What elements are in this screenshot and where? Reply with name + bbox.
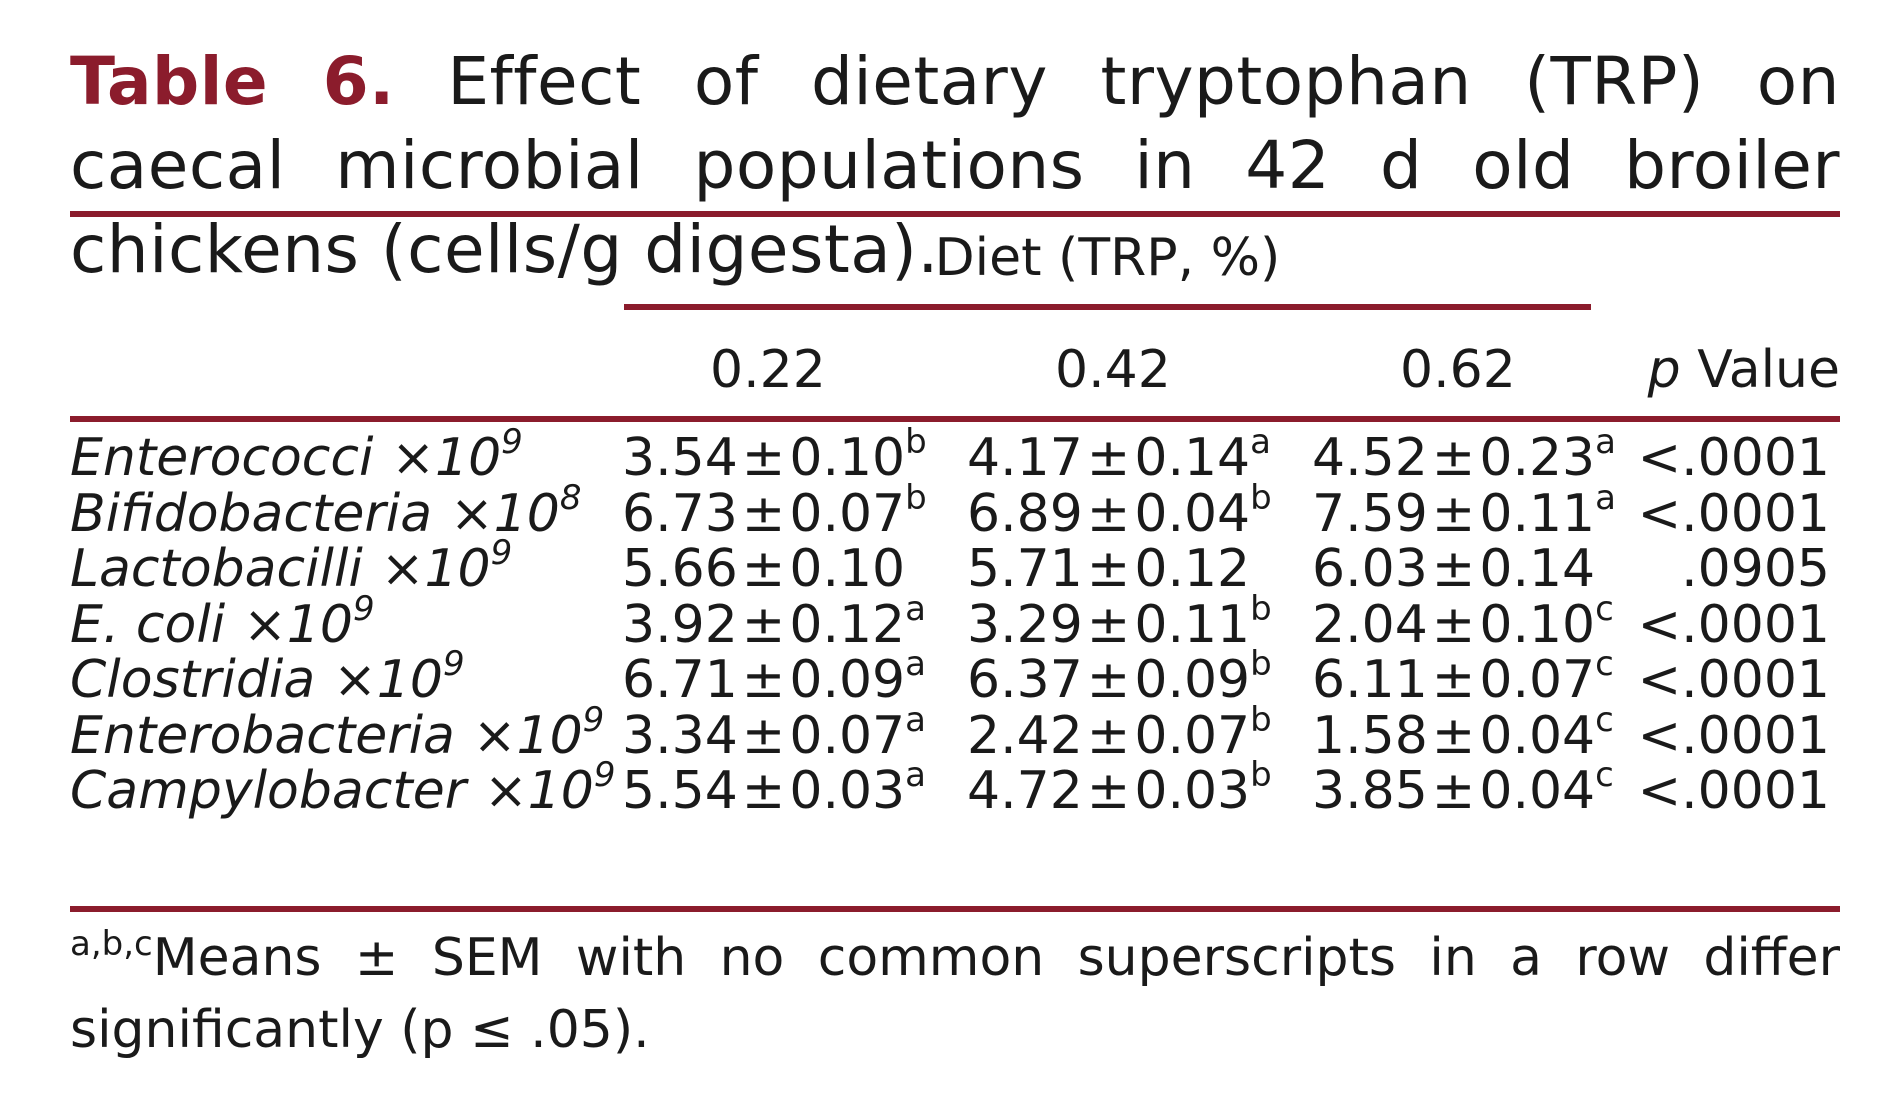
table-cell: 2.04±0.10c xyxy=(1312,588,1614,655)
row-label: E. coli ×109 xyxy=(70,588,375,655)
table-cell: 5.66±0.10 xyxy=(622,539,906,599)
table-footnote: a,b,cMeans ± SEM with no common superscr… xyxy=(70,922,1840,1066)
row-label: Clostridia ×109 xyxy=(70,644,465,710)
table-row: Bifidobacteria ×108 6.73±0.07b 6.89±0.04b 7.… xyxy=(0,477,1890,550)
table-cell: 6.73±0.07b xyxy=(622,477,927,544)
table-row: Clostridia ×109 6.71±0.09a 6.37±0.09b 6.11±0… xyxy=(0,644,1890,716)
p-value-cell: <.0001 xyxy=(1637,594,1830,655)
p-value-cell: <.0001 xyxy=(1637,705,1830,766)
diet-group-rule xyxy=(624,304,1591,310)
table-cell: 3.92±0.12a xyxy=(622,588,926,655)
table-cell: 7.59±0.11a xyxy=(1312,477,1616,544)
row-label: Lactobacilli ×109 xyxy=(70,533,513,599)
top-rule xyxy=(70,211,1840,217)
table-row: Enterobacteria ×109 3.34±0.07a 2.42±0.07b 1.… xyxy=(0,699,1890,772)
table-cell: 4.52±0.23a xyxy=(1312,422,1616,488)
p-value-cell: <.0001 xyxy=(1637,761,1830,821)
table-caption: Table 6. Effect of dietary tryptophan (T… xyxy=(70,40,1840,292)
table-cell: 2.42±0.07b xyxy=(967,699,1272,766)
column-header-0.42: 0.42 xyxy=(1055,340,1171,400)
table-cell: 3.85±0.04c xyxy=(1312,755,1614,821)
table-cell: 6.89±0.04b xyxy=(967,477,1272,544)
table-row: Enterococci ×109 3.54±0.10b 4.17±0.14a 4.52±… xyxy=(0,422,1890,494)
table-row: E. coli ×109 3.92±0.12a 3.29±0.11b 2.04±0.10… xyxy=(0,588,1890,661)
table-cell: 4.72±0.03b xyxy=(967,755,1272,821)
table-row: Campylobacter ×109 5.54±0.03a 4.72±0.03b 3.8… xyxy=(0,755,1890,827)
row-label: Bifidobacteria ×108 xyxy=(70,477,582,544)
table-cell: 4.17±0.14a xyxy=(967,422,1271,488)
table-cell: 1.58±0.04c xyxy=(1312,699,1614,766)
table-cell: 6.37±0.09b xyxy=(967,644,1272,710)
table-row: Lactobacilli ×109 5.66±0.10 5.71±0.12 6.03±0… xyxy=(0,533,1890,605)
p-value-cell: <.0001 xyxy=(1637,650,1830,710)
table-label: Table 6. xyxy=(70,43,395,120)
column-header-0.22: 0.22 xyxy=(710,340,826,400)
p-value-cell: <.0001 xyxy=(1637,428,1830,488)
p-value-cell: <.0001 xyxy=(1637,483,1830,544)
footnote-text: Means ± SEM with no common superscripts … xyxy=(70,928,1840,1060)
column-header-0.62: 0.62 xyxy=(1400,340,1516,400)
footnote-superscript: a,b,c xyxy=(70,924,153,964)
table-cell: 6.71±0.09a xyxy=(622,644,926,710)
table-cell: 6.03±0.14 xyxy=(1312,539,1596,599)
column-header-p-value: p Value xyxy=(1647,340,1840,400)
table-caption-text: Effect of dietary tryptophan (TRP) on ca… xyxy=(70,43,1840,288)
row-label: Enterococci ×109 xyxy=(70,422,523,488)
table-cell: 3.34±0.07a xyxy=(622,699,926,766)
table-cell: 5.71±0.12 xyxy=(967,539,1251,599)
row-label: Campylobacter ×109 xyxy=(70,755,616,821)
header-rule xyxy=(70,416,1840,422)
diet-group-header: Diet (TRP, %) xyxy=(934,228,1281,288)
table-cell: 3.54±0.10b xyxy=(622,422,927,488)
bottom-rule xyxy=(70,906,1840,912)
table-cell: 6.11±0.07c xyxy=(1312,644,1614,710)
table-cell: 3.29±0.11b xyxy=(967,588,1272,655)
table-cell: 5.54±0.03a xyxy=(622,755,926,821)
row-label: Enterobacteria ×109 xyxy=(70,699,605,766)
p-value-cell: .0905 xyxy=(1681,539,1830,599)
